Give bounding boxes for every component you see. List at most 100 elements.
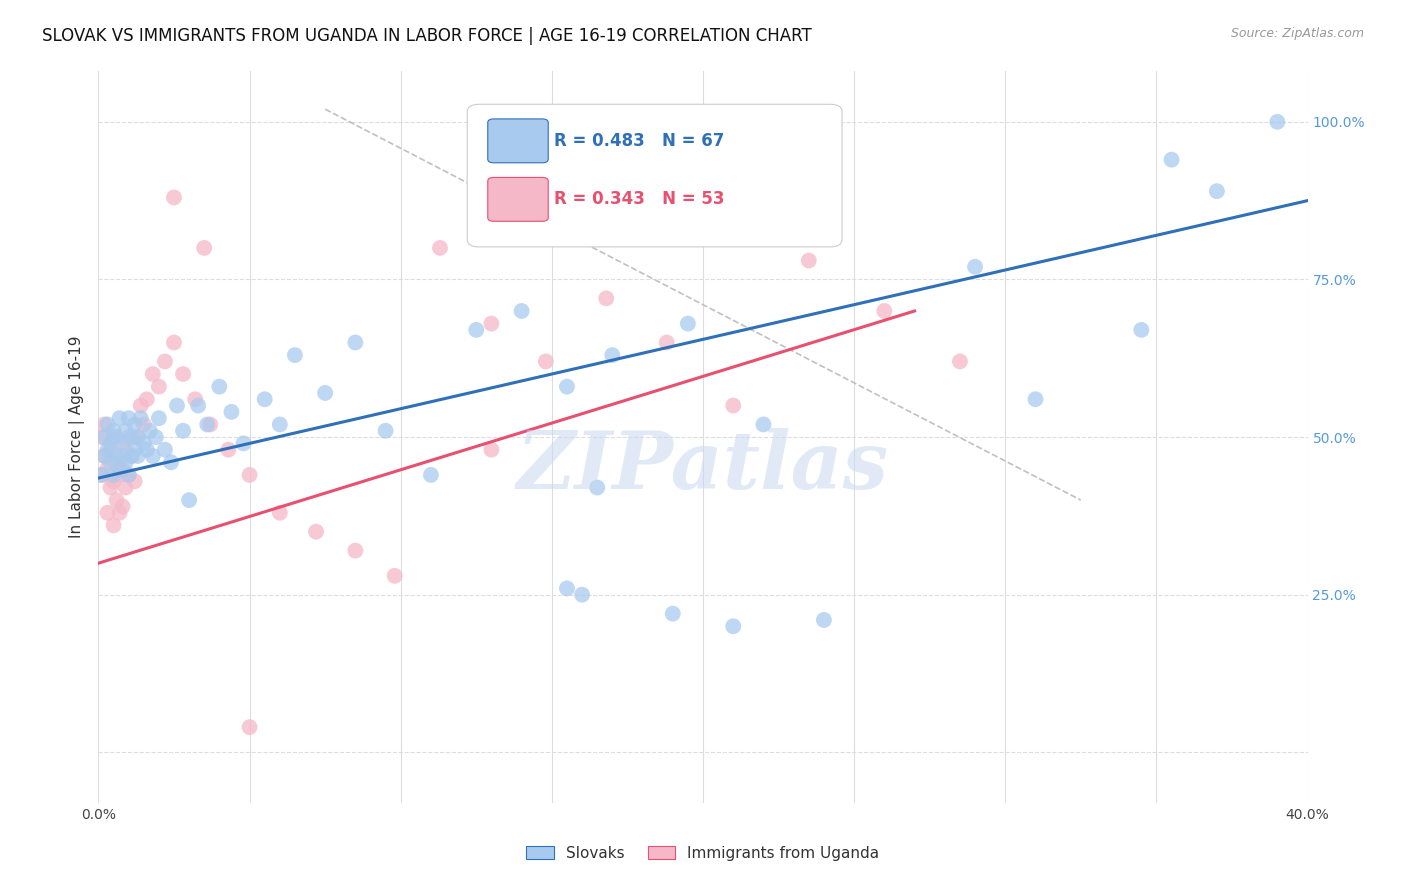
- Point: [1267, 115, 1289, 129]
- FancyBboxPatch shape: [488, 178, 548, 221]
- Point: [305, 524, 328, 539]
- Point: [555, 582, 578, 596]
- Point: [145, 430, 167, 444]
- Point: [510, 304, 533, 318]
- Point: [96, 417, 118, 432]
- Point: [184, 392, 207, 407]
- Point: [284, 348, 307, 362]
- Point: [108, 467, 131, 482]
- Point: [148, 411, 170, 425]
- Point: [90, 430, 112, 444]
- Point: [111, 461, 134, 475]
- Point: [595, 291, 617, 305]
- Point: [1206, 184, 1229, 198]
- Point: [111, 436, 134, 450]
- Point: [269, 506, 291, 520]
- Point: [193, 241, 215, 255]
- Point: [124, 474, 146, 488]
- Point: [187, 399, 209, 413]
- Point: [142, 449, 165, 463]
- Point: [481, 317, 503, 331]
- Point: [108, 461, 131, 475]
- Point: [153, 354, 176, 368]
- Point: [103, 474, 125, 488]
- Point: [555, 379, 578, 393]
- Point: [813, 613, 835, 627]
- Point: [1024, 392, 1046, 407]
- Point: [129, 411, 152, 425]
- Point: [103, 424, 125, 438]
- Text: SLOVAK VS IMMIGRANTS FROM UGANDA IN LABOR FORCE | AGE 16-19 CORRELATION CHART: SLOVAK VS IMMIGRANTS FROM UGANDA IN LABO…: [42, 27, 811, 45]
- Y-axis label: In Labor Force | Age 16-19: In Labor Force | Age 16-19: [69, 335, 84, 539]
- Point: [121, 449, 143, 463]
- Point: [571, 588, 593, 602]
- Point: [124, 417, 146, 432]
- Point: [96, 461, 118, 475]
- FancyBboxPatch shape: [488, 119, 548, 163]
- Point: [135, 442, 157, 457]
- Text: ZIPatlas: ZIPatlas: [517, 427, 889, 505]
- Point: [374, 424, 396, 438]
- Point: [100, 436, 122, 450]
- FancyBboxPatch shape: [467, 104, 842, 247]
- Point: [127, 430, 149, 444]
- Point: [105, 493, 128, 508]
- Point: [723, 619, 745, 633]
- Point: [96, 506, 118, 520]
- Point: [221, 405, 243, 419]
- Point: [253, 392, 276, 407]
- Point: [114, 442, 136, 457]
- Point: [93, 417, 115, 432]
- Point: [148, 379, 170, 393]
- Point: [217, 442, 239, 457]
- Point: [111, 500, 134, 514]
- Point: [105, 455, 128, 469]
- Point: [132, 436, 155, 450]
- Point: [129, 399, 152, 413]
- Point: [160, 455, 183, 469]
- Point: [111, 449, 134, 463]
- Point: [1160, 153, 1182, 167]
- Point: [118, 430, 141, 444]
- Legend: Slovaks, Immigrants from Uganda: Slovaks, Immigrants from Uganda: [519, 838, 887, 868]
- Point: [661, 607, 683, 621]
- Text: Source: ZipAtlas.com: Source: ZipAtlas.com: [1230, 27, 1364, 40]
- Point: [586, 481, 609, 495]
- Point: [384, 569, 406, 583]
- Point: [108, 506, 131, 520]
- Point: [429, 241, 451, 255]
- Point: [344, 335, 367, 350]
- Point: [127, 430, 149, 444]
- Point: [208, 379, 231, 393]
- Point: [676, 317, 699, 331]
- Text: R = 0.483   N = 67: R = 0.483 N = 67: [554, 132, 724, 150]
- Point: [93, 449, 115, 463]
- Point: [420, 467, 443, 482]
- Point: [108, 411, 131, 425]
- Point: [93, 449, 115, 463]
- Point: [1130, 323, 1153, 337]
- Point: [114, 424, 136, 438]
- Point: [965, 260, 987, 274]
- Point: [873, 304, 896, 318]
- Point: [344, 543, 367, 558]
- Point: [172, 367, 194, 381]
- Point: [100, 455, 122, 469]
- Point: [121, 449, 143, 463]
- Point: [179, 493, 201, 508]
- Point: [118, 467, 141, 482]
- Point: [105, 430, 128, 444]
- Point: [139, 424, 162, 438]
- Point: [103, 430, 125, 444]
- Text: R = 0.343   N = 53: R = 0.343 N = 53: [554, 190, 724, 209]
- Point: [752, 417, 775, 432]
- Point: [723, 399, 745, 413]
- Point: [100, 481, 122, 495]
- Point: [127, 449, 149, 463]
- Point: [135, 392, 157, 407]
- Point: [90, 467, 112, 482]
- Point: [124, 442, 146, 457]
- Point: [100, 442, 122, 457]
- Point: [239, 720, 262, 734]
- Point: [172, 424, 194, 438]
